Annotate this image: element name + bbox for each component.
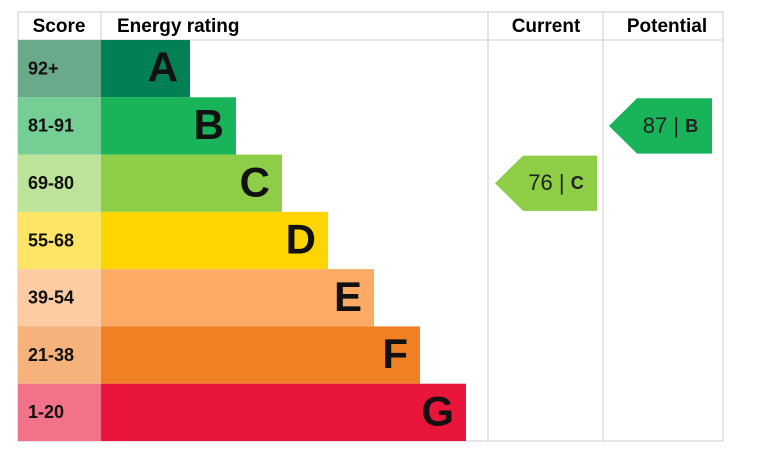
- current-label: 76 | C: [528, 170, 583, 195]
- current-separator: |: [559, 170, 565, 195]
- score-cell: [18, 154, 101, 212]
- header-score: Score: [33, 16, 86, 37]
- potential-letter: B: [685, 116, 698, 136]
- rating-letter: C: [240, 158, 270, 205]
- score-label: 21-38: [28, 345, 74, 365]
- current-letter: C: [571, 173, 584, 193]
- rating-letter: F: [382, 330, 408, 377]
- header-current: Current: [512, 16, 581, 37]
- rating-bar: [101, 326, 420, 384]
- score-label: 69-80: [28, 173, 74, 193]
- potential-separator: |: [673, 113, 679, 138]
- score-cell: [18, 326, 101, 384]
- rating-letter: E: [334, 273, 362, 320]
- score-cell: [18, 40, 101, 98]
- score-cell: [18, 97, 101, 155]
- rating-letter: B: [194, 101, 224, 148]
- score-cell: [18, 211, 101, 270]
- rating-letter: G: [421, 387, 454, 434]
- score-label: 1-20: [28, 402, 64, 422]
- rating-bar: [101, 211, 328, 270]
- rating-letter: D: [286, 216, 316, 263]
- potential-value: 87: [643, 113, 667, 138]
- rating-bar: [101, 154, 282, 212]
- header-potential: Potential: [627, 16, 707, 37]
- score-cell: [18, 383, 101, 441]
- potential-label: 87 | B: [643, 113, 698, 138]
- current-value: 76: [528, 170, 552, 195]
- rating-bar: [101, 40, 190, 98]
- score-label: 81-91: [28, 116, 74, 136]
- score-label: 55-68: [28, 230, 74, 250]
- current-arrow: [495, 155, 597, 211]
- potential-arrow: [609, 98, 712, 154]
- score-cell: [18, 269, 101, 327]
- rating-bar: [101, 97, 236, 155]
- score-label: 39-54: [28, 288, 74, 308]
- score-label: 92+: [28, 58, 59, 78]
- rating-bar: [101, 383, 466, 441]
- rating-bar: [101, 269, 374, 327]
- rating-letter: A: [148, 44, 178, 91]
- header-rating: Energy rating: [117, 16, 239, 37]
